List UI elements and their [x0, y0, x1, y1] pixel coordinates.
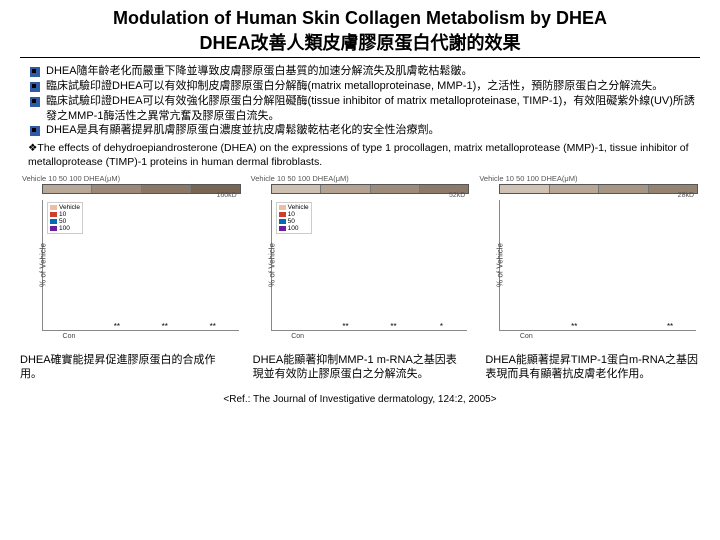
chart-legend: Vehicle1050100 — [47, 202, 83, 234]
y-axis-label: % of Vehicle — [39, 242, 48, 286]
kd-label: 52kD — [449, 192, 465, 199]
chart-header: Vehicle 10 50 100 DHEA(μM) — [249, 174, 472, 183]
kd-label: 160kD — [216, 192, 236, 199]
bar-chart: 28kD% of VehicleCon**** — [499, 200, 696, 331]
chart-caption: DHEA確實能提昇促進膠原蛋白的合成作用。 — [20, 353, 235, 383]
chart-panel: Vehicle 10 50 100 DHEA(μM) 160kD % of Vehi… — [20, 174, 243, 331]
chart-panel: Vehicle 10 50 100 DHEA(μM)28kD% of Vehic… — [477, 174, 700, 331]
chart-header: Vehicle 10 50 100 DHEA(μM) — [477, 174, 700, 183]
bullet-marker-icon — [30, 82, 40, 92]
bullet-text: 臨床試驗印證DHEA可以有效強化膠原蛋白分解阻礙酶(tissue inhibit… — [46, 94, 700, 124]
chart-header: Vehicle 10 50 100 DHEA(μM) — [20, 174, 243, 183]
y-axis-label: % of Vehicle — [496, 242, 505, 286]
bullet-marker-icon — [30, 126, 40, 136]
effects-subnote: ❖The effects of dehydroepiandrosterone (… — [28, 142, 700, 169]
reference-citation: <Ref.: The Journal of Investigative derm… — [20, 394, 700, 405]
bullet-item: DHEA隨年齡老化而嚴重下降並導致皮膚膠原蛋白基質的加速分解流失及肌膚乾枯鬆皺。 — [30, 64, 700, 79]
y-axis-label: % of Vehicle — [267, 242, 276, 286]
bullet-marker-icon — [30, 67, 40, 77]
title-chinese: DHEA改善人類皮膚膠原蛋白代謝的效果 — [20, 29, 700, 58]
western-blot-bands — [271, 184, 470, 194]
bullet-text: DHEA是具有顯著提昇肌膚膠原蛋白濃度並抗皮膚鬆皺乾枯老化的安全性治療劑。 — [46, 123, 440, 138]
chart-caption: DHEA能顯著提昇TIMP-1蛋白m-RNA之基因表現而具有顯著抗皮膚老化作用。 — [485, 353, 700, 383]
bar-chart: 160kD% of VehicleVehicle1050100Con****** — [42, 200, 239, 331]
bullet-marker-icon — [30, 97, 40, 107]
bullet-item: 臨床試驗印證DHEA可以有效抑制皮膚膠原蛋白分解酶(matrix metallo… — [30, 79, 700, 94]
bullet-text: 臨床試驗印證DHEA可以有效抑制皮膚膠原蛋白分解酶(matrix metallo… — [46, 79, 663, 94]
western-blot-bands — [42, 184, 241, 194]
title-english: Modulation of Human Skin Collagen Metabo… — [20, 8, 700, 29]
bullet-list: DHEA隨年齡老化而嚴重下降並導致皮膚膠原蛋白基質的加速分解流失及肌膚乾枯鬆皺。… — [30, 64, 700, 138]
bullet-item: 臨床試驗印證DHEA可以有效強化膠原蛋白分解阻礙酶(tissue inhibit… — [30, 94, 700, 124]
chart-panel: Vehicle 10 50 100 DHEA(μM)52kD% of Vehic… — [249, 174, 472, 331]
bullet-text: DHEA隨年齡老化而嚴重下降並導致皮膚膠原蛋白基質的加速分解流失及肌膚乾枯鬆皺。 — [46, 64, 473, 79]
charts-row: Vehicle 10 50 100 DHEA(μM) 160kD % of Vehi… — [20, 174, 700, 331]
chart-captions: DHEA確實能提昇促進膠原蛋白的合成作用。 DHEA能顯著抑制MMP-1 m-RN… — [20, 353, 700, 383]
chart-caption: DHEA能顯著抑制MMP-1 m-RNA之基因表現並有效防止膠原蛋白之分解流失。 — [253, 353, 468, 383]
bar-chart: 52kD% of VehicleVehicle1050100Con***** — [271, 200, 468, 331]
western-blot-bands — [499, 184, 698, 194]
bullet-item: DHEA是具有顯著提昇肌膚膠原蛋白濃度並抗皮膚鬆皺乾枯老化的安全性治療劑。 — [30, 123, 700, 138]
kd-label: 28kD — [678, 192, 694, 199]
chart-legend: Vehicle1050100 — [276, 202, 312, 234]
